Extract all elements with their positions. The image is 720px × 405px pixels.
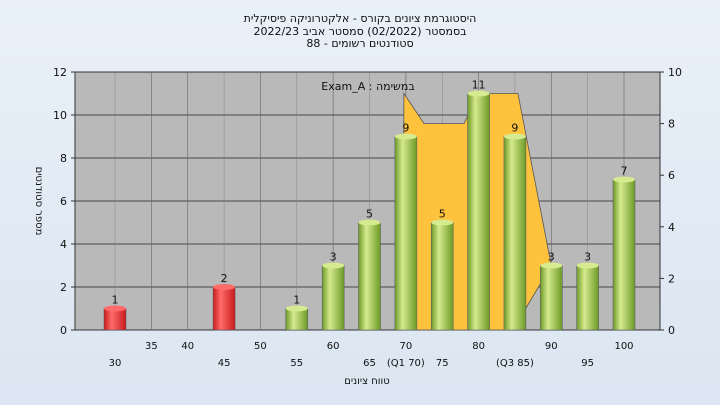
bar-90 <box>540 265 563 331</box>
y2-tick-label: 8 <box>668 118 675 131</box>
y-tick-label: 2 <box>60 281 67 294</box>
x-axis-ticks: 35 40 50 60 70 80 90 100 30 45 55 65 (Q1 70) 75 (Q3 85… <box>109 341 634 369</box>
exam-annotation: Exam_A : במשימה <box>321 80 414 93</box>
bar-cap-55 <box>285 305 308 312</box>
bar-60 <box>321 265 345 331</box>
title-line-3: סטודנטים רשומים - 88 <box>306 37 413 50</box>
y2-axis-ticks: 0 2 4 6 8 10 <box>660 66 682 337</box>
x-tick-label: 95 <box>581 358 594 369</box>
bar-cap-30 <box>104 305 126 312</box>
x-tick-label: 70 <box>399 341 412 352</box>
bar-45 <box>212 286 236 331</box>
x-tick-label: 45 <box>218 358 231 369</box>
x-tick-label: 65 <box>363 358 376 369</box>
x-tick-label: 50 <box>254 341 267 352</box>
bar-70 <box>394 136 418 331</box>
y-tick-label: 12 <box>53 66 67 79</box>
x-tick-label: 100 <box>614 341 633 352</box>
bar-55 <box>285 308 309 331</box>
bar-cap-70 <box>394 133 417 140</box>
x-tick-label: 55 <box>290 358 303 369</box>
bars: 1 2 1 3 5 9 5 11 9 3 3 7 <box>103 79 636 331</box>
data-label-70: 9 <box>402 122 409 135</box>
x-tick-label: 80 <box>472 341 485 352</box>
y-tick-label: 8 <box>60 152 67 165</box>
y-axis-ticks: 0 2 4 6 8 10 12 <box>53 66 75 337</box>
data-label-45: 2 <box>221 272 228 285</box>
y2-tick-label: 0 <box>668 324 675 337</box>
chart-title: היסטוגרמת ציונים בקורס - אלקטרוניקה פיסי… <box>244 12 477 50</box>
x-tick-label: 40 <box>181 341 194 352</box>
data-label-80: 11 <box>472 79 486 92</box>
bar-cap-75 <box>431 219 454 226</box>
x-tick-label: 90 <box>545 341 558 352</box>
bar-65 <box>358 222 381 331</box>
bar-cap-80 <box>467 90 490 97</box>
y-tick-label: 4 <box>60 238 67 251</box>
y-tick-label: 0 <box>60 324 67 337</box>
data-label-60: 3 <box>330 251 337 264</box>
bar-75 <box>430 222 454 331</box>
data-label-30: 1 <box>112 294 119 307</box>
y2-tick-label: 4 <box>668 221 675 234</box>
bar-cap-65 <box>358 219 381 226</box>
data-label-90: 3 <box>548 251 555 264</box>
bar-95 <box>576 265 599 331</box>
y2-tick-label: 2 <box>668 272 675 285</box>
bar-cap-85 <box>503 133 526 140</box>
y-tick-label: 6 <box>60 195 67 208</box>
x-tick-label: (Q3 85) <box>496 358 534 369</box>
data-label-65: 5 <box>366 208 373 221</box>
bar-80 <box>467 93 490 331</box>
bar-cap-60 <box>322 262 345 269</box>
x-axis-label: טווח ציונים <box>344 376 389 387</box>
bar-cap-45 <box>213 284 236 290</box>
x-tick-label: 35 <box>145 341 158 352</box>
bar-cap-95 <box>576 262 599 269</box>
bar-85 <box>503 136 527 331</box>
bar-100 <box>612 179 636 331</box>
data-label-75: 5 <box>439 208 446 221</box>
bar-30 <box>103 308 127 331</box>
x-tick-label: 60 <box>327 341 340 352</box>
y-tick-label: 10 <box>53 109 67 122</box>
y-axis-label: מספר סטודנטים <box>33 167 44 236</box>
x-tick-label: 30 <box>109 358 122 369</box>
y2-tick-label: 6 <box>668 169 675 182</box>
y2-tick-label: 10 <box>668 66 682 79</box>
x-tick-label: (Q1 70) <box>387 358 425 369</box>
title-line-1: היסטוגרמת ציונים בקורס - אלקטרוניקה פיסי… <box>244 12 477 25</box>
data-label-55: 1 <box>293 294 300 307</box>
bar-cap-90 <box>540 262 563 269</box>
data-label-100: 7 <box>621 165 628 178</box>
title-line-2: בסמסטר (02/2022) סמסטר אביב 2022/23 <box>253 25 466 38</box>
data-label-85: 9 <box>511 122 518 135</box>
bar-cap-100 <box>613 176 635 183</box>
x-tick-label: 75 <box>436 358 449 369</box>
data-label-95: 3 <box>584 251 591 264</box>
